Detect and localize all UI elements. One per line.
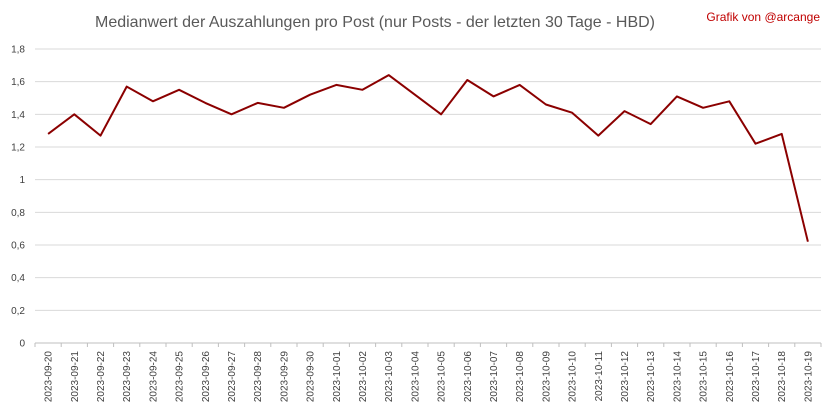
- x-tick-label: 2023-10-09: [541, 351, 552, 403]
- series-line: [45, 72, 811, 245]
- data-point: [255, 100, 261, 106]
- x-tick-label: 2023-10-13: [646, 351, 657, 403]
- data-point: [307, 92, 313, 98]
- y-tick-label: 0,4: [11, 273, 25, 284]
- x-tick-label: 2023-09-27: [227, 351, 238, 403]
- data-point: [438, 111, 444, 117]
- x-tick-label: 2023-09-30: [306, 351, 317, 403]
- y-tick-label: 1,6: [11, 77, 25, 88]
- y-tick-label: 1,2: [11, 143, 25, 154]
- data-point: [569, 110, 575, 116]
- y-axis-ticks: 0 0,2 0,4 0,6 0,8 1 1,2 1,4 1,6 1,8: [11, 45, 25, 350]
- x-tick-label: 2023-09-22: [96, 351, 107, 403]
- x-tick-label: 2023-09-21: [70, 351, 81, 403]
- x-tick-label: 2023-10-18: [777, 351, 788, 403]
- data-point: [202, 100, 208, 106]
- data-point: [98, 133, 104, 139]
- y-tick-label: 1,8: [11, 45, 25, 56]
- x-tick-label: 2023-10-08: [515, 351, 526, 403]
- data-point: [71, 111, 77, 117]
- data-point: [176, 87, 182, 93]
- data-point: [595, 133, 601, 139]
- x-tick-label: 2023-09-20: [44, 351, 55, 403]
- data-point: [281, 105, 287, 111]
- data-point: [726, 98, 732, 104]
- data-point: [779, 131, 785, 137]
- x-tick-label: 2023-10-19: [803, 351, 814, 403]
- x-tick-label: 2023-10-12: [620, 351, 631, 403]
- x-tick-label: 2023-09-23: [122, 351, 133, 403]
- x-tick-label: 2023-10-01: [332, 351, 343, 403]
- chart-credit: Grafik von @arcange: [706, 10, 820, 24]
- y-tick-label: 0: [19, 339, 25, 350]
- y-tick-label: 0,6: [11, 241, 25, 252]
- x-tick-label: 2023-10-07: [489, 351, 500, 403]
- data-point: [412, 92, 418, 98]
- grid-lines: [35, 48, 821, 344]
- data-point: [124, 84, 130, 90]
- x-axis-ticks: 2023-09-20 2023-09-21 2023-09-22 2023-09-23…: [34, 343, 822, 403]
- data-point: [622, 108, 628, 114]
- x-tick-label: 2023-10-06: [463, 351, 474, 403]
- y-tick-label: 0,2: [11, 306, 25, 317]
- x-tick-label: 2023-10-02: [358, 351, 369, 403]
- x-tick-label: 2023-10-04: [410, 351, 421, 403]
- x-tick-label: 2023-10-15: [699, 351, 710, 403]
- x-tick-label: 2023-09-25: [175, 351, 186, 403]
- data-point: [543, 102, 549, 108]
- median-payout-line: [47, 74, 809, 242]
- y-tick-label: 0,8: [11, 208, 25, 219]
- data-point: [45, 131, 51, 137]
- data-point: [700, 105, 706, 111]
- x-tick-label: 2023-09-24: [148, 351, 159, 403]
- x-tick-label: 2023-09-26: [201, 351, 212, 403]
- data-point: [491, 93, 497, 99]
- x-tick-label: 2023-10-05: [437, 351, 448, 403]
- x-tick-label: 2023-10-17: [751, 351, 762, 403]
- x-tick-label: 2023-10-11: [594, 351, 605, 402]
- data-point: [386, 72, 392, 78]
- data-point: [333, 82, 339, 88]
- data-point: [360, 87, 366, 93]
- chart-title: Medianwert der Auszahlungen pro Post (nu…: [95, 14, 655, 31]
- x-tick-label: 2023-10-14: [672, 351, 683, 403]
- data-point: [648, 121, 654, 127]
- data-point: [517, 82, 523, 88]
- data-point: [464, 77, 470, 83]
- data-point: [753, 141, 759, 147]
- y-tick-label: 1: [19, 175, 25, 186]
- data-point: [674, 93, 680, 99]
- y-tick-label: 1,4: [11, 110, 25, 121]
- data-point: [229, 111, 235, 117]
- data-point: [805, 239, 811, 245]
- data-point: [150, 98, 156, 104]
- x-tick-label: 2023-10-03: [384, 351, 395, 403]
- x-tick-label: 2023-10-10: [568, 351, 579, 403]
- x-tick-label: 2023-09-28: [253, 351, 264, 403]
- x-tick-label: 2023-10-16: [725, 351, 736, 403]
- x-tick-label: 2023-09-29: [279, 351, 290, 403]
